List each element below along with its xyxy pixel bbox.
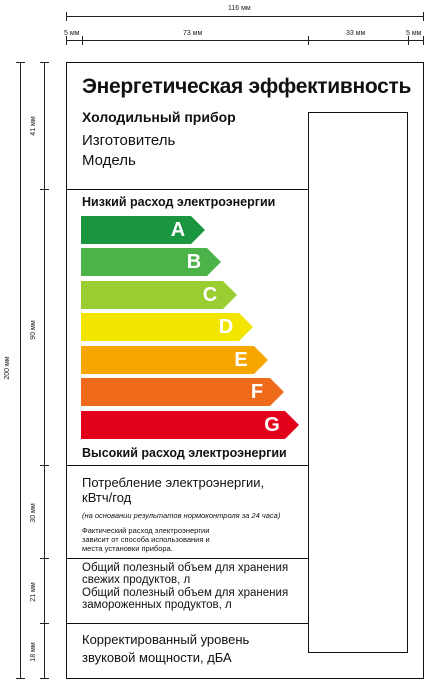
total-width-label: 116 мм [228, 5, 251, 12]
actual-consumption-line2: зависит от способа использования и [82, 535, 210, 544]
noise-level-line2: звуковой мощности, дБА [82, 650, 232, 665]
consumption-label-line1: Потребление электроэнергии, [82, 475, 265, 490]
section-divider [66, 558, 308, 559]
consumption-note: (на основании результатов нормоконтроля … [82, 511, 281, 520]
dim-tick [40, 62, 49, 63]
dim-tick [40, 465, 49, 466]
dim-tick [40, 558, 49, 559]
label-title: Энергетическая эффективность [82, 75, 412, 98]
low-consumption-label: Низкий расход электроэнергии [82, 195, 276, 209]
fresh-volume-line1: Общий полезный объем для хранения [82, 562, 289, 574]
frozen-volume-line2: замороженных продуктов, л [82, 599, 232, 611]
actual-consumption-line3: места установки прибора. [82, 544, 173, 553]
section-3-label: 30 мм [30, 503, 37, 523]
noise-level-line1: Корректированный уровень [82, 632, 250, 647]
section-divider [66, 189, 308, 190]
right-column-label: 33 мм [346, 30, 366, 37]
model-label: Модель [82, 152, 136, 169]
actual-consumption-line1: Фактический расход электроэнергии [82, 526, 210, 535]
dim-tick [308, 36, 309, 45]
total-height-dimension-line [20, 62, 21, 679]
dim-tick [82, 36, 83, 45]
class-bar-g: G [81, 411, 299, 439]
section-height-dimension-line [44, 62, 45, 679]
consumption-label-line2: кВтч/год [82, 490, 132, 505]
appliance-type: Холодильный прибор [82, 109, 236, 125]
dim-tick [40, 189, 49, 190]
dim-tick [16, 678, 25, 679]
frozen-volume-line1: Общий полезный объем для хранения [82, 587, 289, 599]
class-bar-b: B [81, 248, 221, 276]
dim-tick [66, 36, 67, 45]
column-width-dimension-line [66, 40, 424, 41]
section-divider [66, 623, 308, 624]
manufacturer-label: Изготовитель [82, 132, 176, 149]
dim-tick [423, 36, 424, 45]
high-consumption-label: Высокий расход электроэнергии [82, 446, 287, 460]
dim-tick [40, 623, 49, 624]
total-height-label: 200 мм [4, 356, 11, 380]
dim-tick [16, 62, 25, 63]
energy-label-frame [66, 62, 424, 679]
dim-tick [40, 678, 49, 679]
total-width-dimension-line [66, 16, 424, 17]
section-1-label: 41 мм [30, 116, 37, 136]
section-4-label: 21 мм [30, 582, 37, 602]
right-value-box [308, 112, 408, 653]
main-column-label: 73 мм [183, 30, 203, 37]
section-2-label: 90 мм [30, 320, 37, 340]
class-bar-e: E [81, 346, 268, 374]
right-margin-label: 5 мм [406, 30, 422, 37]
dim-tick [423, 12, 424, 21]
class-bar-a: A [81, 216, 205, 244]
section-divider [66, 465, 308, 466]
dim-tick [66, 12, 67, 21]
fresh-volume-line2: свежих продуктов, л [82, 574, 191, 586]
dim-tick [408, 36, 409, 45]
class-bar-d: D [81, 313, 253, 341]
class-bar-c: C [81, 281, 237, 309]
section-5-label: 18 мм [30, 642, 37, 662]
class-bar-f: F [81, 378, 284, 406]
left-margin-label: 5 мм [64, 30, 80, 37]
